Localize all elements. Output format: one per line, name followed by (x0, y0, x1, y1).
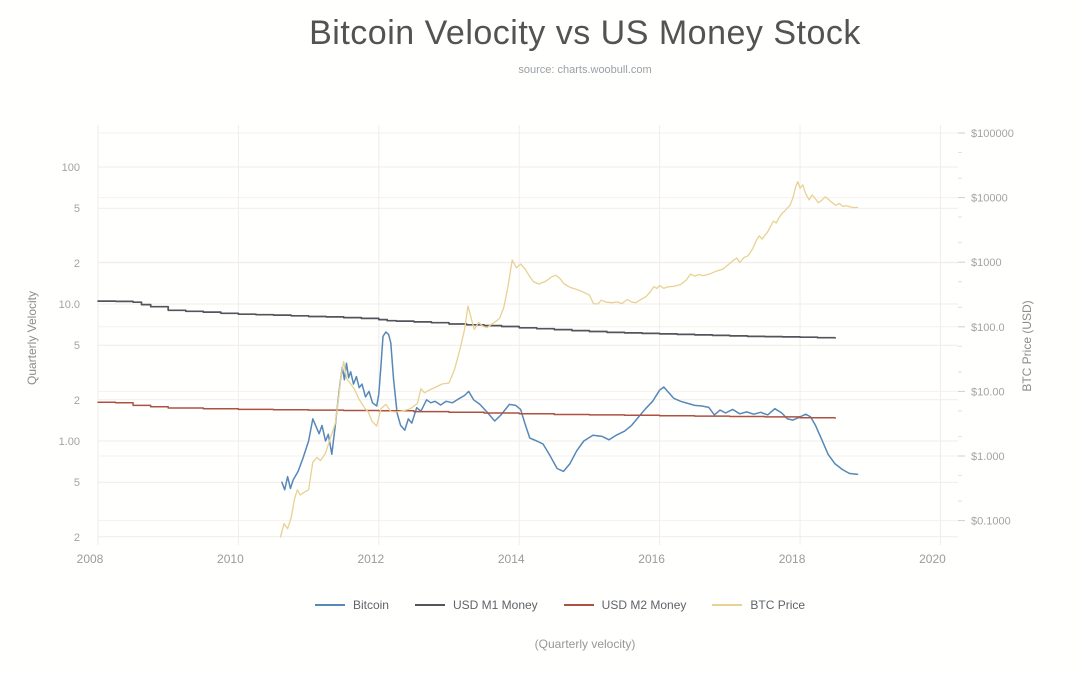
y-left-tick-label: 2 (74, 395, 80, 407)
x-tick-label: 2016 (638, 552, 665, 566)
y-left-tick-label: 2 (74, 258, 80, 270)
legend-item-usd-m2-money[interactable]: USD M2 Money (563, 598, 687, 612)
legend-item-btc-price[interactable]: BTC Price (712, 598, 805, 612)
legend-label-bitcoin: Bitcoin (352, 598, 389, 612)
chart-title: Bitcoin Velocity vs US Money Stock (309, 14, 861, 52)
y-right-tick-label: $100.0 (971, 322, 1005, 334)
y-right-tick-label: $1.000 (971, 451, 1005, 463)
legend-swatch-bitcoin (314, 604, 345, 606)
chart-legend: Bitcoin USD M1 Money USD M2 Money BTC Pr… (0, 598, 1080, 612)
y-right-tick-label: $10.00 (971, 386, 1005, 398)
series-line-btc-price (279, 181, 859, 538)
y-left-tick-label: 5 (74, 340, 80, 352)
x-tick-label: 2020 (919, 552, 946, 566)
y-left-tick-label: 1.00 (59, 436, 80, 448)
y-right-tick-label: $1000 (971, 257, 1002, 269)
legend-label-usd-m1-money: USD M1 Money (452, 598, 538, 612)
legend-swatch-btc-price (712, 604, 743, 606)
legend-label-btc-price: BTC Price (750, 598, 806, 612)
x-tick-label: 2008 (77, 552, 104, 566)
series-line-usd-m1-money (97, 300, 836, 339)
x-tick-label: 2018 (779, 552, 806, 566)
y-left-tick-label: 5 (74, 203, 80, 215)
y-left-tick-label: 10.0 (59, 299, 80, 311)
y-left-tick-label: 100 (62, 162, 80, 174)
legend-label-usd-m2-money: USD M2 Money (601, 598, 687, 612)
y-right-tick-label: $0.1000 (971, 516, 1011, 528)
legend-item-usd-m1-money[interactable]: USD M1 Money (414, 598, 538, 612)
y-right-tick-label: $100000 (971, 128, 1014, 140)
y-right-tick-label: $10000 (971, 193, 1008, 205)
series-line-usd-m2-money (97, 401, 836, 419)
y-right-axis-title: BTC Price (USD) (1020, 300, 1034, 391)
x-tick-label: 2010 (217, 552, 244, 566)
legend-item-bitcoin[interactable]: Bitcoin (314, 598, 389, 612)
y-left-tick-label: 5 (74, 477, 80, 489)
y-left-tick-label: 2 (74, 532, 80, 544)
chart-caption: (Quarterly velocity) (534, 637, 636, 651)
x-tick-label: 2012 (357, 552, 384, 566)
series-line-bitcoin (281, 331, 859, 491)
legend-swatch-usd-m1-money (414, 604, 445, 606)
chart-source-subtitle: source: charts.woobull.com (518, 64, 652, 76)
legend-swatch-usd-m2-money (563, 604, 594, 606)
y-left-axis-title: Quarterly Velocity (25, 291, 39, 385)
x-tick-label: 2014 (498, 552, 525, 566)
